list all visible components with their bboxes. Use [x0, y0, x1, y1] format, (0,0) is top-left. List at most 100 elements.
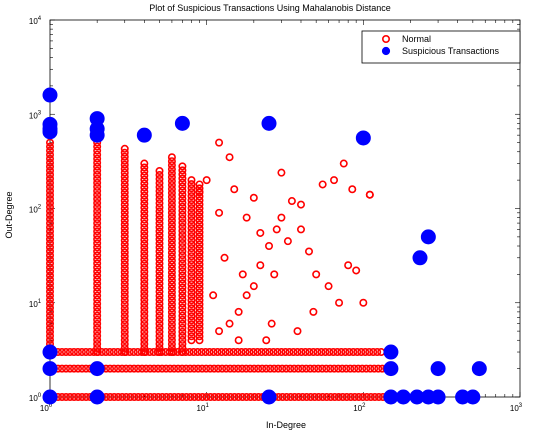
x-tick-label: 102: [353, 403, 366, 413]
normal-point: [120, 144, 129, 153]
normal-point: [74, 364, 83, 373]
normal-point: [266, 364, 275, 373]
x-tick-label-exponent: 3: [519, 403, 523, 409]
normal-point: [120, 324, 129, 333]
normal-point: [187, 304, 196, 313]
normal-point: [241, 348, 250, 357]
normal-point: [195, 316, 204, 325]
y-tick-label: 103: [29, 110, 42, 120]
normal-point: [155, 291, 164, 300]
normal-point: [187, 192, 196, 201]
normal-point: [155, 267, 164, 276]
normal-point: [65, 348, 74, 357]
normal-point: [45, 327, 54, 336]
normal-point: [221, 348, 230, 357]
normal-point: [167, 308, 176, 317]
normal-point: [77, 348, 86, 357]
normal-point: [120, 240, 129, 249]
normal-point: [314, 364, 323, 373]
normal-point: [82, 364, 91, 373]
normal-point: [201, 348, 210, 357]
normal-point: [93, 267, 102, 276]
normal-point: [187, 184, 196, 193]
y-tick-label: 102: [29, 205, 42, 215]
normal-point: [93, 323, 102, 332]
y-tick-label-base: 10: [29, 111, 38, 120]
normal-point: [195, 204, 204, 213]
normal-point: [167, 173, 176, 182]
normal-point: [290, 364, 299, 373]
normal-point: [155, 235, 164, 244]
normal-point: [330, 392, 339, 401]
normal-point: [145, 348, 154, 357]
normal-point: [70, 364, 79, 373]
normal-point: [155, 219, 164, 228]
normal-point: [167, 228, 176, 237]
normal-point: [362, 364, 371, 373]
normal-point: [93, 154, 102, 163]
normal-point: [45, 267, 54, 276]
normal-point: [93, 203, 102, 212]
normal-point: [229, 348, 238, 357]
normal-point: [155, 275, 164, 284]
normal-point: [140, 255, 149, 264]
normal-point: [330, 176, 339, 185]
normal-point: [189, 348, 198, 357]
normal-point: [93, 335, 102, 344]
normal-point: [45, 235, 54, 244]
normal-point: [195, 252, 204, 261]
normal-point: [305, 247, 314, 256]
normal-point: [93, 219, 102, 228]
normal-point: [93, 303, 102, 312]
normal-point: [140, 187, 149, 196]
normal-point: [374, 392, 383, 401]
normal-point: [162, 392, 171, 401]
normal-point: [178, 259, 187, 268]
normal-point: [187, 260, 196, 269]
normal-point: [230, 364, 239, 373]
normal-point: [342, 392, 351, 401]
normal-point: [93, 174, 102, 183]
normal-point: [178, 319, 187, 328]
normal-point: [45, 247, 54, 256]
normal-point: [258, 364, 267, 373]
normal-point: [214, 364, 223, 373]
normal-point: [366, 364, 375, 373]
normal-point: [277, 168, 286, 177]
normal-point: [181, 348, 190, 357]
normal-point: [62, 392, 71, 401]
normal-point: [167, 328, 176, 337]
normal-point: [233, 348, 242, 357]
normal-point: [215, 138, 224, 147]
normal-point: [187, 324, 196, 333]
normal-point: [242, 364, 251, 373]
normal-point: [341, 348, 350, 357]
normal-point: [126, 392, 135, 401]
normal-point: [167, 165, 176, 174]
normal-point: [242, 392, 251, 401]
y-tick-label-base: 10: [29, 17, 38, 26]
normal-point: [45, 263, 54, 272]
normal-point: [45, 323, 54, 332]
normal-point: [298, 392, 307, 401]
normal-point: [301, 348, 310, 357]
normal-point: [195, 324, 204, 333]
normal-point: [166, 364, 175, 373]
normal-point: [187, 300, 196, 309]
normal-point: [120, 172, 129, 181]
normal-point: [167, 324, 176, 333]
normal-point: [155, 263, 164, 272]
suspicious-point: [383, 389, 399, 405]
normal-point: [178, 198, 187, 207]
normal-point: [174, 392, 183, 401]
y-tick-label-exponent: 4: [38, 16, 42, 22]
normal-point: [297, 348, 306, 357]
normal-point: [45, 203, 54, 212]
normal-point: [70, 392, 79, 401]
normal-point: [366, 392, 375, 401]
normal-point: [178, 291, 187, 300]
normal-point: [45, 251, 54, 260]
normal-point: [140, 259, 149, 268]
normal-point: [167, 316, 176, 325]
normal-point: [140, 183, 149, 192]
